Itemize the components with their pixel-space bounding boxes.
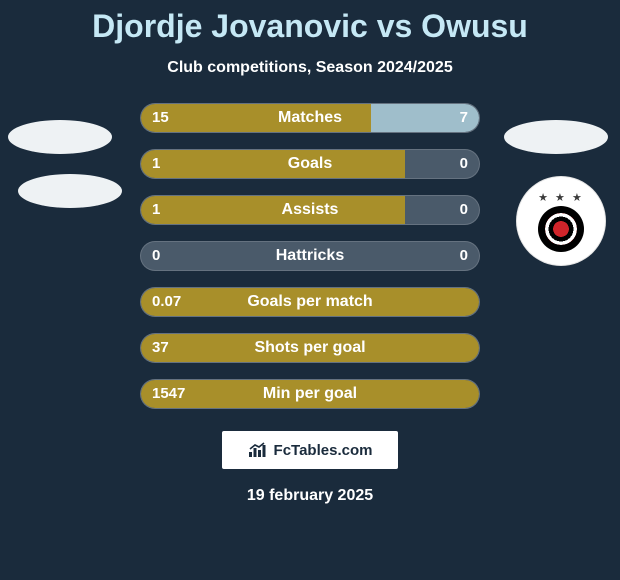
bar-track [140, 379, 480, 409]
stats-container: Matches157 Goals10 Assists10 Hattricks00 Goa… [0, 103, 620, 409]
bar-left [141, 288, 479, 316]
bar-track [140, 241, 480, 271]
bar-track [140, 333, 480, 363]
stat-row: Min per goal1547 [0, 379, 620, 409]
bar-left [141, 104, 371, 132]
bar-right [371, 104, 479, 132]
stat-row: Matches157 [0, 103, 620, 133]
stat-row: Goals per match0.07 [0, 287, 620, 317]
stat-row: Shots per goal37 [0, 333, 620, 363]
footer-label: FcTables.com [274, 442, 373, 459]
page-title: Djordje Jovanovic vs Owusu [0, 0, 620, 45]
footer-card: FcTables.com [222, 431, 398, 469]
stat-row: Assists10 [0, 195, 620, 225]
stat-row: Hattricks00 [0, 241, 620, 271]
bar-track [140, 149, 480, 179]
bar-left [141, 196, 405, 224]
bar-left [141, 380, 479, 408]
bar-left [141, 334, 479, 362]
bar-track [140, 287, 480, 317]
bar-track [140, 103, 480, 133]
date-label: 19 february 2025 [0, 487, 620, 505]
subtitle: Club competitions, Season 2024/2025 [0, 59, 620, 77]
bar-track [140, 195, 480, 225]
bar-left [141, 150, 405, 178]
chart-icon [248, 442, 268, 458]
stat-row: Goals10 [0, 149, 620, 179]
